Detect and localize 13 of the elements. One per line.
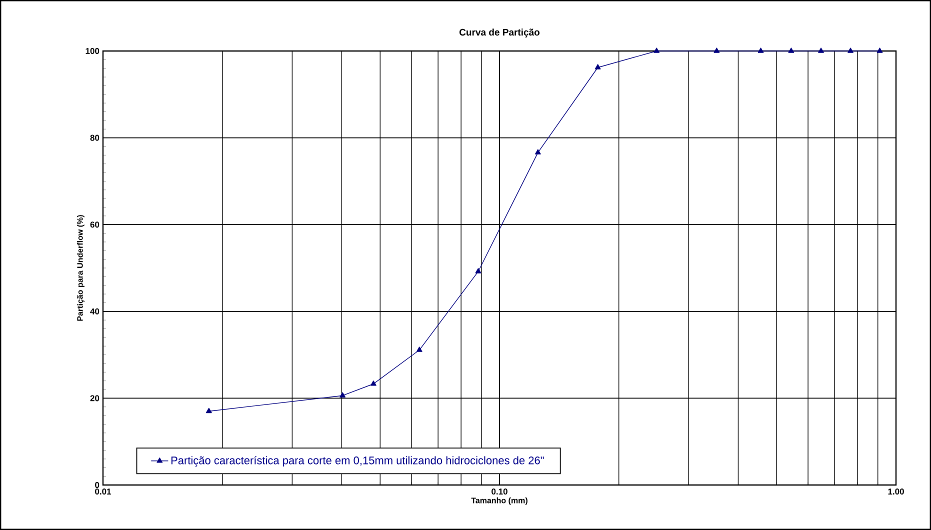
y-tick-label: 60 — [90, 222, 100, 228]
y-tick-label: 0 — [95, 482, 100, 488]
y-tick-label: 40 — [90, 308, 100, 314]
y-tick-label: 80 — [90, 134, 100, 141]
x-tick-label: 1.00 — [888, 488, 904, 495]
legend-label: Partição característica para corte em 0,15mm utilizando hidrociclones de 26" — [171, 456, 544, 467]
x-axis-title: Tamanho (mm) — [471, 497, 528, 505]
x-tick-label: 0.10 — [492, 488, 508, 495]
y-tick-label: 100 — [86, 48, 100, 54]
y-axis-title: Partição para Underflow (%) — [76, 215, 84, 321]
chart-title: Curva de Partição — [459, 28, 540, 38]
y-tick-label: 20 — [90, 395, 100, 402]
x-tick-label: 0.01 — [95, 488, 112, 495]
